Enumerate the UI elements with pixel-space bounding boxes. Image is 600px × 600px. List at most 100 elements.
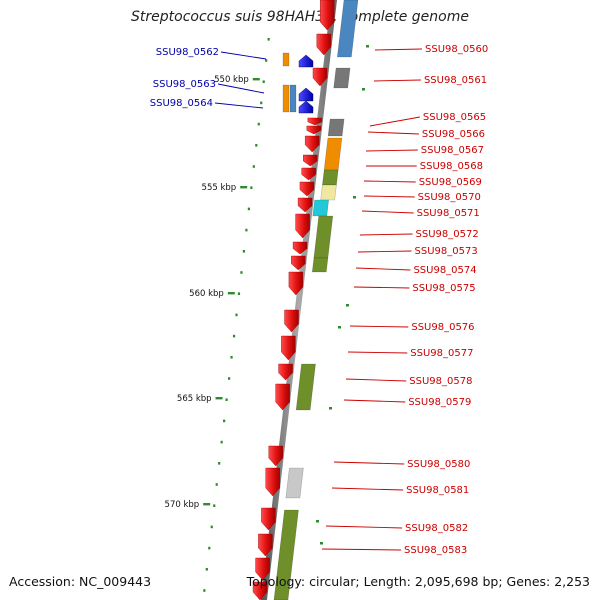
gene-box [295,363,316,411]
right-leader-line [367,131,419,135]
right-leader-line [353,286,410,289]
gene-tick [320,542,323,545]
forward-gene-arrow [301,167,316,181]
gene-label-left: SSU98_0564 [150,98,213,109]
gene-label-right: SSU98_0560 [425,44,488,55]
forward-gene-arrow [299,181,315,197]
forward-gene-arrow [316,33,332,56]
gene-label-right: SSU98_0569 [419,177,482,188]
scale-tick [213,504,216,507]
scale-tick [257,122,260,126]
reverse-gene-arrow [298,100,314,114]
gene-label-right: SSU98_0574 [413,265,476,276]
forward-gene-arrow [281,335,296,361]
gene-tick [366,45,369,48]
scale-tick [215,483,218,486]
gene-box [327,118,345,137]
gene-box [323,137,343,171]
gene-tick [329,407,332,410]
scale-tick [252,165,255,168]
reverse-gene-arrow [298,87,314,102]
scale-tick [235,313,238,317]
scale-tick [250,186,253,189]
gene-tick [346,304,349,307]
scale-tick [240,271,243,274]
right-leader-line [363,195,415,198]
gene-label-right: SSU98_0570 [418,192,481,203]
kbp-tick [215,397,223,400]
gene-label-left: SSU98_0562 [156,47,219,58]
scale-tick [208,546,211,550]
kbp-tick [252,78,260,81]
right-leader-line [357,250,412,253]
gene-label-right: SSU98_0567 [421,145,484,156]
gene-label-right: SSU98_0571 [417,208,480,219]
gene-label-right: SSU98_0576 [411,322,474,333]
forward-gene-arrow [284,309,299,333]
scale-tick [203,589,206,592]
gene-box [313,215,334,259]
gene-box [312,199,329,217]
right-leader-line [355,267,411,271]
kbp-label: 570 kbp [165,500,200,510]
scale-tick [265,59,268,62]
scale-tick [225,398,228,401]
gene-box [320,184,337,201]
right-leader-line [361,210,414,214]
forward-gene-arrow [268,445,283,467]
left-leader-line [214,102,264,109]
forward-gene-arrow [255,557,270,581]
right-leader-line [347,351,408,354]
right-leader-line [359,233,413,236]
gene-box-left [282,84,290,113]
gene-label-right: SSU98_0578 [409,376,472,387]
gene-label-right: SSU98_0561 [424,75,487,86]
gene-label-right: SSU98_0583 [404,545,467,556]
gene-box [311,257,329,273]
gene-label-right: SSU98_0573 [415,246,478,257]
gene-box [273,509,299,600]
forward-gene-arrow [252,581,268,600]
scale-tick [262,80,265,83]
gene-tick [353,196,356,199]
scale-tick [245,228,248,232]
gene-box [337,0,359,58]
forward-gene-arrow [291,255,306,271]
forward-gene-arrow [307,117,323,126]
forward-gene-arrow [304,135,320,153]
right-leader-line [321,548,402,551]
right-leader-line [363,180,416,183]
gene-tick [362,88,365,91]
scale-ticks: 550 kbp 555 kbp 560 kbp 565 kbp 570 kbp [165,38,369,592]
scale-tick [237,292,241,295]
kbp-label: 555 kbp [202,183,237,193]
forward-gene-arrow [261,507,276,531]
gene-label-right: SSU98_0572 [416,229,479,240]
gene-label-right: SSU98_0575 [412,283,475,294]
gene-arrows [252,0,335,600]
right-leader-line [373,79,421,82]
scale-tick [267,38,270,41]
reverse-gene-arrow [298,54,314,68]
scale-tick [223,419,226,423]
forward-gene-arrow [306,125,322,135]
forward-gene-arrow [295,213,310,239]
right-leader-line [349,325,409,328]
forward-gene-arrow [320,0,335,31]
scale-tick [227,377,231,380]
gene-box-left [282,52,290,67]
kbp-label: 550 kbp [214,75,249,85]
scale-tick [255,144,258,147]
gene-label-right: SSU98_0582 [405,523,468,534]
topology-text: Topology: circular; Length: 2,095,698 bp… [246,574,590,589]
gene-box [322,169,339,186]
kbp-tick [203,503,211,506]
gene-tick [338,326,341,329]
scale-tick [260,101,263,105]
forward-gene-arrow [297,197,313,213]
gene-box-left [289,84,297,113]
gene-label-left: SSU98_0563 [153,79,216,90]
gene-label-right: SSU98_0577 [410,348,473,359]
scale-tick [218,462,221,465]
